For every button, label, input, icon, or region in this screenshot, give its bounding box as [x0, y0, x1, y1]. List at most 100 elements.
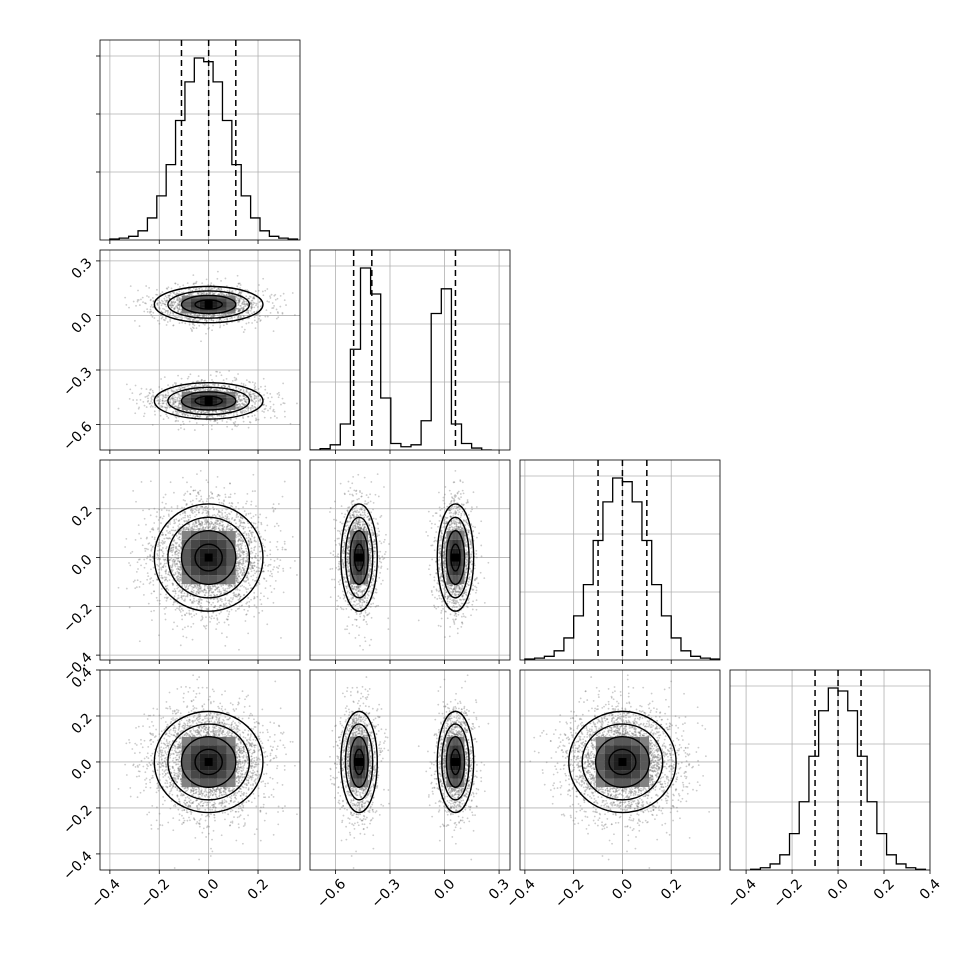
- sample-point: [238, 310, 241, 312]
- sample-point: [250, 503, 253, 506]
- sample-point: [211, 412, 214, 415]
- sample-point: [132, 399, 135, 401]
- sample-point: [243, 303, 245, 305]
- sample-point: [144, 396, 147, 398]
- sample-point: [208, 292, 211, 295]
- sample-point: [190, 313, 192, 316]
- sample-point: [250, 406, 253, 409]
- sample-point: [248, 421, 251, 423]
- sample-point: [117, 407, 120, 410]
- sample-point: [160, 404, 162, 407]
- sample-point: [203, 315, 205, 318]
- sample-point: [224, 409, 227, 412]
- sample-point: [193, 324, 196, 327]
- sample-point: [211, 378, 213, 381]
- sample-point: [224, 314, 227, 317]
- sample-point: [228, 289, 231, 292]
- sample-point: [163, 308, 166, 311]
- sample-point: [251, 404, 254, 407]
- sample-point: [282, 402, 285, 404]
- sample-point: [163, 319, 166, 322]
- sample-point: [164, 613, 166, 615]
- sample-point: [192, 282, 195, 285]
- sample-point: [205, 319, 208, 322]
- sample-point: [192, 327, 195, 330]
- sample-point: [224, 644, 227, 647]
- sample-point: [182, 284, 185, 287]
- sample-point: [277, 391, 280, 394]
- sample-point: [202, 314, 205, 317]
- sample-point: [231, 289, 234, 292]
- sample-point: [158, 602, 161, 605]
- sample-point: [236, 400, 239, 403]
- sample-point: [261, 290, 264, 293]
- panel-frame: [99, 249, 301, 451]
- sample-point: [144, 550, 147, 552]
- sample-point: [255, 395, 258, 398]
- sample-point: [238, 292, 241, 294]
- sample-point: [253, 392, 256, 395]
- sample-point: [128, 306, 130, 309]
- sample-point: [264, 529, 267, 532]
- sample-point: [199, 383, 201, 386]
- sample-point: [236, 406, 238, 409]
- sample-point: [129, 285, 132, 288]
- sample-point: [228, 456, 230, 458]
- sample-point: [245, 389, 248, 392]
- sample-point: [242, 389, 245, 391]
- sample-point: [272, 403, 275, 406]
- sample-point: [174, 293, 177, 296]
- sample-point: [157, 319, 159, 322]
- sample-point: [203, 324, 206, 326]
- sample-point: [257, 516, 260, 519]
- sample-point: [257, 306, 259, 308]
- sample-point: [218, 409, 220, 412]
- sample-point: [183, 413, 186, 416]
- sample-point: [192, 318, 194, 321]
- sample-point: [204, 314, 206, 317]
- sample-point: [166, 405, 169, 407]
- sample-point: [242, 314, 245, 317]
- sample-point: [227, 613, 230, 616]
- sample-point: [197, 375, 200, 377]
- sample-point: [269, 549, 272, 552]
- sample-point: [172, 397, 175, 400]
- sample-point: [223, 621, 226, 624]
- sample-point: [183, 386, 186, 389]
- sample-point: [260, 385, 262, 388]
- sample-point: [188, 420, 191, 423]
- sample-point: [237, 315, 240, 318]
- sample-point: [134, 384, 137, 387]
- sample-point: [164, 295, 167, 298]
- sample-point: [236, 298, 239, 300]
- sample-point: [201, 618, 204, 621]
- sample-point: [243, 397, 246, 400]
- sample-point: [162, 395, 165, 398]
- sample-point: [208, 389, 211, 392]
- sample-point: [244, 403, 247, 406]
- sample-point: [162, 402, 165, 405]
- sample-point: [232, 421, 235, 424]
- sample-point: [228, 370, 231, 372]
- sample-point: [200, 378, 203, 381]
- sample-point: [173, 390, 176, 393]
- sample-point: [250, 400, 253, 402]
- sample-point: [149, 402, 152, 405]
- sample-point: [135, 500, 137, 503]
- sample-point: [276, 392, 279, 395]
- sample-point: [165, 301, 167, 303]
- sample-point: [155, 596, 158, 599]
- sample-point: [170, 304, 173, 307]
- sample-point: [243, 411, 246, 414]
- sample-point: [233, 422, 236, 425]
- sample-point: [219, 317, 222, 320]
- sample-point: [208, 287, 211, 290]
- density-peak: [204, 396, 213, 405]
- sample-point: [189, 414, 192, 417]
- sample-point: [271, 307, 274, 310]
- sample-point: [252, 296, 255, 299]
- sample-point: [271, 302, 274, 304]
- sample-point: [269, 295, 271, 298]
- sample-point: [194, 384, 197, 387]
- sample-point: [239, 399, 242, 402]
